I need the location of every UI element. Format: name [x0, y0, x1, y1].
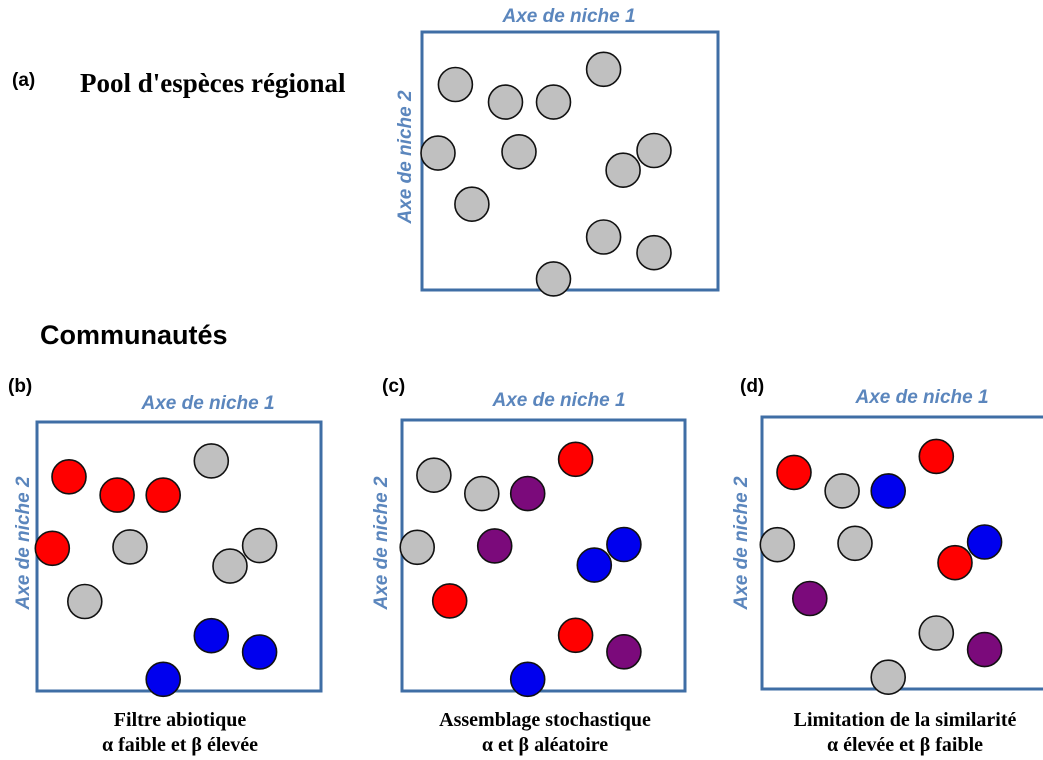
- panel-a-species-11: [636, 234, 672, 271]
- panel-b-species-8: [241, 527, 278, 564]
- panel-c-axis-x: Axe de niche 1: [492, 390, 626, 411]
- panel-c-species-6: [476, 528, 513, 564]
- panel-d-caption-line1: Limitation de la similarité: [793, 709, 1017, 731]
- panel-d-species-11: [966, 631, 1003, 668]
- panel-d-species-10: [918, 615, 955, 651]
- panel-a-species-6: [501, 134, 537, 170]
- panel-d-species-1: [776, 454, 812, 491]
- panel-b-caption: Filtre abiotique α faible et β élevée: [35, 708, 325, 758]
- panel-d-caption: Limitation de la similarité α élevée et …: [755, 708, 1043, 758]
- panel-a-species-9: [454, 186, 490, 222]
- panel-d-species-4: [918, 438, 955, 475]
- panel-d-tag: (d): [740, 376, 765, 397]
- panel-b-frame: [35, 420, 323, 693]
- panel-a-axis-y: Axe de niche 2: [395, 90, 416, 224]
- panel-b-species-9: [66, 583, 103, 620]
- panel-d-species-3: [870, 473, 906, 509]
- panel-a-plot: [420, 30, 720, 297]
- panel-b-species-6: [112, 529, 148, 565]
- panel-a-species-5: [420, 135, 456, 171]
- panel-a-species-2: [487, 84, 524, 120]
- panel-c-tag: (c): [382, 376, 406, 397]
- panel-a-tag: (a): [12, 70, 36, 91]
- panel-d-species-9: [791, 580, 828, 617]
- panel-d-axis-y: Axe de niche 2: [731, 476, 752, 610]
- panel-c-species-4: [557, 441, 594, 478]
- panel-b-caption-line2: α faible et β élevée: [101, 734, 259, 756]
- panel-d-plot: [759, 415, 1043, 696]
- panel-a-axis-x: Axe de niche 1: [502, 6, 636, 27]
- panel-b-species-3: [145, 477, 181, 513]
- panel-b-plot: [34, 420, 323, 698]
- panel-c-species-9: [431, 583, 468, 619]
- panel-d-species-8: [966, 524, 1003, 560]
- panel-b-species-5: [34, 530, 71, 567]
- panel-d-axis-x: Axe de niche 1: [855, 387, 989, 408]
- regional-pool-title: Pool d'espèces régional: [80, 68, 346, 98]
- panel-c-species-5: [399, 529, 436, 566]
- panel-b-species-2: [99, 477, 135, 513]
- panel-d-species-5: [759, 526, 796, 563]
- panel-c-species-3: [509, 475, 546, 512]
- panel-d-species-2: [824, 473, 860, 509]
- panel-b-species-12: [145, 661, 181, 698]
- panel-a-species-4: [585, 51, 622, 88]
- panel-c-species-10: [557, 617, 594, 654]
- panel-b-species-1: [51, 458, 87, 495]
- panel-a-species-12: [535, 261, 572, 297]
- panel-a-species-10: [585, 219, 622, 255]
- panel-b-species-7: [212, 548, 248, 584]
- panel-b-species-4: [193, 443, 230, 479]
- panel-d-species-12: [870, 659, 906, 696]
- communities-heading: Communautés: [40, 320, 228, 350]
- panel-c-caption: Assemblage stochastique α et β aléatoire: [395, 708, 695, 758]
- panel-c-frame: [400, 418, 687, 693]
- panel-c-caption-line1: Assemblage stochastique: [439, 709, 651, 731]
- panel-c-caption-line2: α et β aléatoire: [481, 734, 609, 756]
- panel-a-species-8: [636, 132, 672, 169]
- panel-c-axis-y: Axe de niche 2: [371, 476, 392, 610]
- panel-c-plot: [399, 418, 687, 698]
- panel-c-species-2: [464, 475, 500, 512]
- panel-b-axis-y: Axe de niche 2: [13, 476, 34, 610]
- panel-c-species-1: [416, 457, 452, 494]
- panel-c-species-8: [606, 526, 642, 563]
- panel-b-caption-line1: Filtre abiotique: [113, 709, 247, 731]
- panel-a-species-1: [437, 66, 474, 103]
- panel-d-caption-line2: α élevée et β faible: [826, 734, 984, 756]
- panel-a-species-7: [605, 152, 641, 188]
- panel-c-species-11: [606, 634, 642, 670]
- panel-c-species-7: [576, 547, 613, 583]
- panel-c-species-12: [509, 661, 546, 698]
- panel-d-species-7: [937, 544, 973, 581]
- panel-b-tag: (b): [8, 376, 33, 397]
- panel-b-species-11: [241, 634, 278, 670]
- panel-b-axis-x: Axe de niche 1: [141, 393, 275, 414]
- panel-b-species-10: [193, 617, 230, 654]
- panel-d-species-6: [837, 525, 873, 562]
- panel-a-species-3: [535, 84, 572, 120]
